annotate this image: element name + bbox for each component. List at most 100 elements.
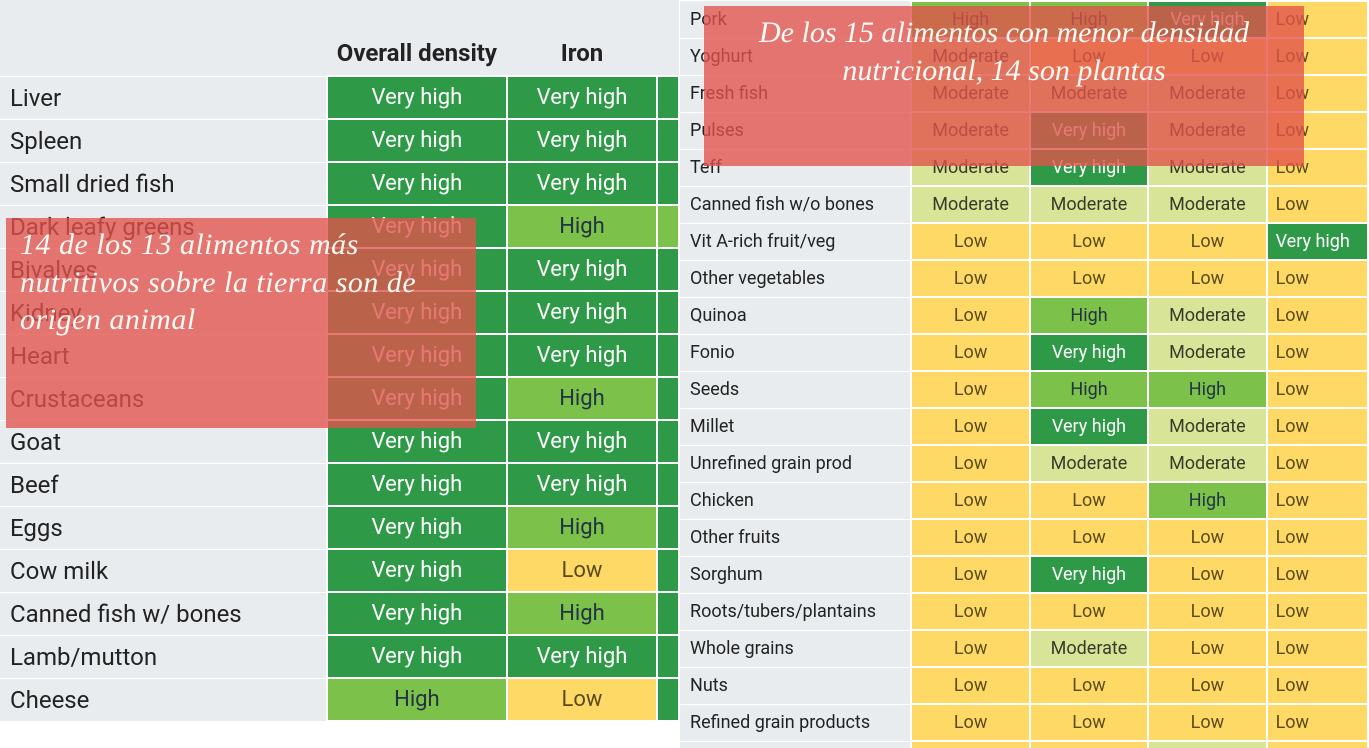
table-row: EggsVery highHigh: [0, 506, 679, 549]
cell-c4: Low: [1267, 408, 1368, 445]
cell-c1: Low: [911, 371, 1029, 408]
header-overall-density: Overall density: [327, 0, 507, 76]
food-name: Yoghurt: [680, 38, 911, 75]
cell-c2: Very high: [1030, 149, 1148, 186]
cell-density: Very high: [327, 420, 507, 463]
cell-c2: Moderate: [1030, 75, 1148, 112]
cell-density: Very high: [327, 205, 507, 248]
cell-c1: Low: [911, 630, 1029, 667]
table-row: MilletLowVery highModerateLow: [680, 408, 1368, 445]
right-panel: PorkHighHighVery highLowYoghurtModerateL…: [680, 0, 1369, 748]
left-panel: Overall density Iron LiverVery highVery …: [0, 0, 680, 748]
cell-c1: Moderate: [911, 149, 1029, 186]
cell-c3: Moderate: [1148, 186, 1266, 223]
table-row: Cow milkVery highLow: [0, 549, 679, 592]
table-row: Refined grainsLowLowModerateLow: [680, 741, 1368, 748]
table-row: BeefVery highVery high: [0, 463, 679, 506]
table-row: Unrefined grain prodLowModerateModerateL…: [680, 445, 1368, 482]
cell-c4: Low: [1267, 630, 1368, 667]
cell-c1: Low: [911, 482, 1029, 519]
table-row: TeffModerateVery highModerateLow: [680, 149, 1368, 186]
food-name: Millet: [680, 408, 911, 445]
cell-c4: Low: [1267, 482, 1368, 519]
cell-sliver: [657, 205, 679, 248]
food-name: Lamb/mutton: [0, 635, 327, 678]
food-name: Roots/tubers/plantains: [680, 593, 911, 630]
cell-c1: Moderate: [911, 75, 1029, 112]
cell-sliver: [657, 119, 679, 162]
table-row: PorkHighHighVery highLow: [680, 1, 1368, 38]
cell-density: Very high: [327, 549, 507, 592]
table-row: Whole grainsLowModerateLowLow: [680, 630, 1368, 667]
table-row: SpleenVery highVery high: [0, 119, 679, 162]
table-row: NutsLowLowLowLow: [680, 667, 1368, 704]
cell-iron: Low: [507, 549, 657, 592]
nutrient-table-left: Overall density Iron LiverVery highVery …: [0, 0, 680, 722]
cell-c4: Low: [1267, 334, 1368, 371]
cell-c3: Low: [1148, 630, 1266, 667]
cell-iron: Very high: [507, 291, 657, 334]
cell-c2: Low: [1030, 667, 1148, 704]
cell-iron: Very high: [507, 463, 657, 506]
cell-density: Very high: [327, 506, 507, 549]
cell-c3: Moderate: [1148, 334, 1266, 371]
food-name: Dark leafy greens: [0, 205, 327, 248]
cell-iron: High: [507, 506, 657, 549]
table-row: KidneyVery highVery high: [0, 291, 679, 334]
cell-sliver: [657, 463, 679, 506]
table-row: ChickenLowLowHighLow: [680, 482, 1368, 519]
table-row: FonioLowVery highModerateLow: [680, 334, 1368, 371]
cell-c1: High: [911, 1, 1029, 38]
table-row: Other fruitsLowLowLowLow: [680, 519, 1368, 556]
food-name: Small dried fish: [0, 162, 327, 205]
cell-c3: Low: [1148, 519, 1266, 556]
cell-c1: Low: [911, 223, 1029, 260]
cell-density: Very high: [327, 162, 507, 205]
cell-c1: Low: [911, 556, 1029, 593]
cell-c4: Low: [1267, 1, 1368, 38]
cell-c4: Low: [1267, 445, 1368, 482]
cell-c4: Very high: [1267, 223, 1368, 260]
cell-c2: Very high: [1030, 556, 1148, 593]
cell-c4: Low: [1267, 593, 1368, 630]
cell-c2: Low: [1030, 38, 1148, 75]
cell-c2: High: [1030, 1, 1148, 38]
table-row: Refined grain productsLowLowLowLow: [680, 704, 1368, 741]
cell-c3: Low: [1148, 593, 1266, 630]
cell-c2: Moderate: [1030, 445, 1148, 482]
cell-c4: Low: [1267, 556, 1368, 593]
table-row: Canned fish w/ bonesVery highHigh: [0, 592, 679, 635]
table-row: Fresh fishModerateModerateModerateLow: [680, 75, 1368, 112]
cell-c2: Low: [1030, 482, 1148, 519]
cell-c1: Low: [911, 408, 1029, 445]
cell-density: Very high: [327, 248, 507, 291]
table-row: QuinoaLowHighModerateLow: [680, 297, 1368, 334]
cell-iron: Very high: [507, 76, 657, 119]
cell-c2: Very high: [1030, 334, 1148, 371]
cell-c3: Moderate: [1148, 445, 1266, 482]
cell-c4: Low: [1267, 519, 1368, 556]
cell-c1: Low: [911, 741, 1029, 748]
cell-sliver: [657, 549, 679, 592]
cell-iron: High: [507, 592, 657, 635]
cell-c1: Low: [911, 445, 1029, 482]
food-name: Eggs: [0, 506, 327, 549]
cell-iron: Very high: [507, 162, 657, 205]
food-name: Bivalves: [0, 248, 327, 291]
food-name: Cow milk: [0, 549, 327, 592]
table-row: LiverVery highVery high: [0, 76, 679, 119]
cell-density: Very high: [327, 463, 507, 506]
cell-c1: Low: [911, 260, 1029, 297]
cell-sliver: [657, 162, 679, 205]
cell-iron: Very high: [507, 334, 657, 377]
table-row: BivalvesVery highVery high: [0, 248, 679, 291]
cell-c3: Low: [1148, 38, 1266, 75]
table-row: CrustaceansVery highHigh: [0, 377, 679, 420]
cell-c1: Moderate: [911, 186, 1029, 223]
table-row: YoghurtModerateLowLowLow: [680, 38, 1368, 75]
food-name: Refined grain products: [680, 704, 911, 741]
cell-sliver: [657, 592, 679, 635]
food-name: Teff: [680, 149, 911, 186]
cell-c3: Moderate: [1148, 741, 1266, 748]
cell-c2: Low: [1030, 704, 1148, 741]
